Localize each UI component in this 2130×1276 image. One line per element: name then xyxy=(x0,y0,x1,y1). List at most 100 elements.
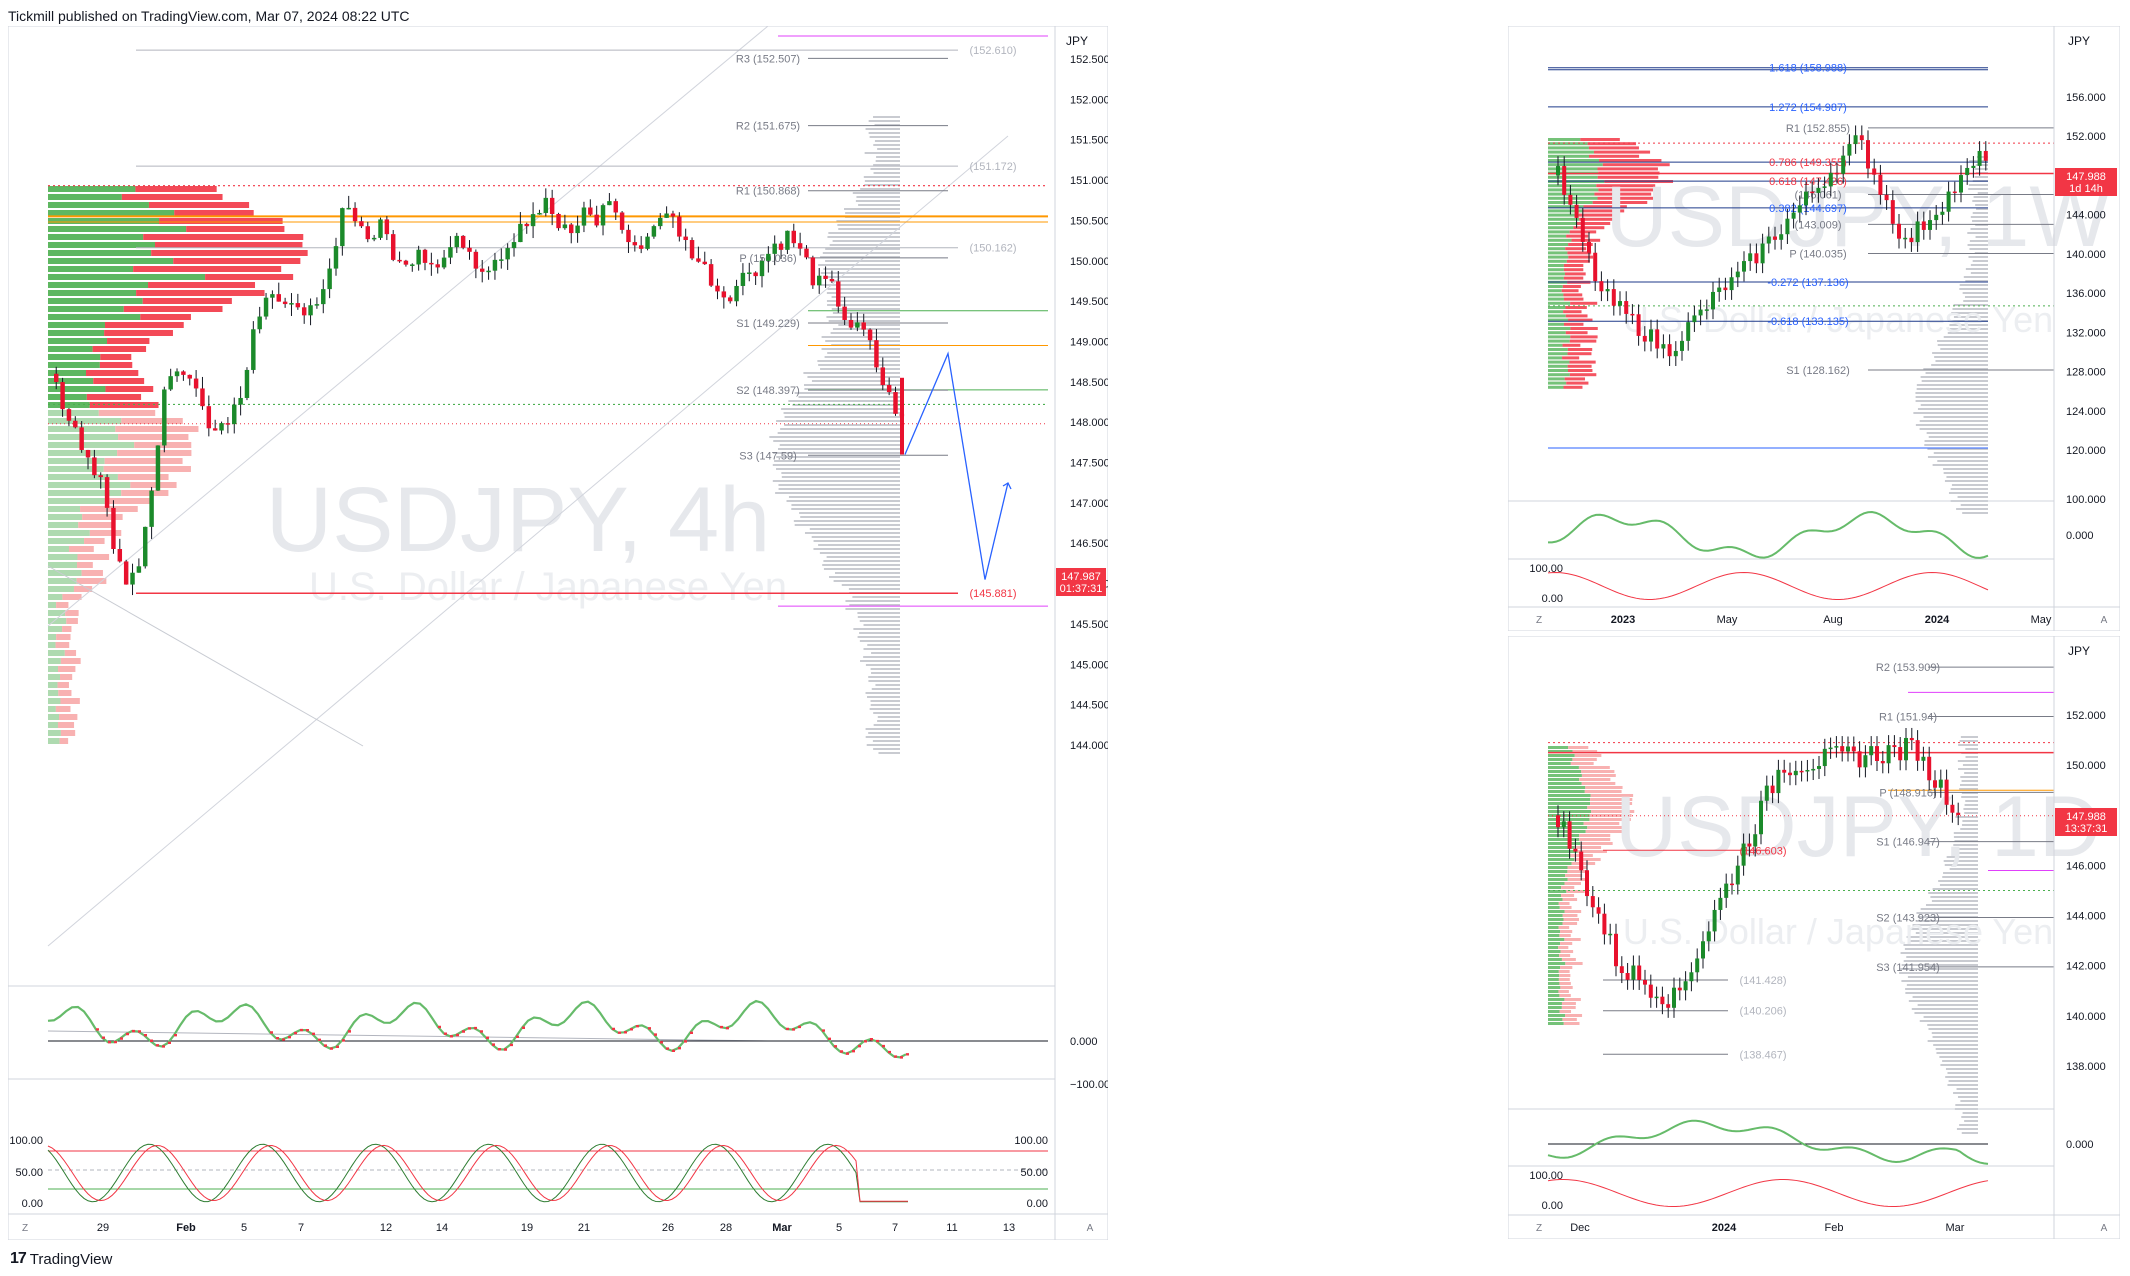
daily-right-profile-bar xyxy=(1953,836,1978,838)
volume-profile-right-bar xyxy=(830,332,900,334)
volume-profile-right-bar xyxy=(828,232,900,234)
volume-profile-right-bar xyxy=(772,464,900,466)
weekly-profile-up xyxy=(1548,318,1569,322)
volume-profile-right-bar xyxy=(803,372,900,374)
weekly-profile-up xyxy=(1548,285,1563,288)
daily-pivot-label: S1 (146.947) xyxy=(1876,837,1940,849)
main-price-tick: 149.000 xyxy=(1070,336,1108,348)
volume-profile-bar-down xyxy=(174,210,254,216)
weekly-zoom-reset[interactable]: Z xyxy=(1536,615,1542,626)
main-zoom-reset[interactable]: Z xyxy=(22,1223,28,1234)
daily-candle-down xyxy=(1556,815,1560,828)
daily-zoom-reset[interactable]: Z xyxy=(1536,1223,1542,1234)
daily-profile-down xyxy=(1572,758,1597,761)
weekly-profile-up xyxy=(1548,243,1569,246)
volume-profile-bar-down xyxy=(117,450,192,456)
weekly-auto-scale[interactable]: A xyxy=(2101,615,2108,626)
daily-profile-down xyxy=(1558,970,1570,973)
daily-auto-scale[interactable]: A xyxy=(2101,1223,2108,1234)
main-countdown: 01:37:31 xyxy=(1060,583,1103,595)
weekly-right-profile-bar xyxy=(1949,324,1988,326)
daily-price-tick: 138.000 xyxy=(2066,1061,2106,1073)
daily-candle-down xyxy=(1880,760,1885,764)
daily-right-profile-bar xyxy=(1962,820,1978,822)
daily-profile-down xyxy=(1559,906,1572,909)
volume-profile-bar-down xyxy=(142,298,232,304)
weekly-profile-down xyxy=(1566,259,1590,263)
weekly-profile-up xyxy=(1548,293,1564,297)
volume-profile-bar-up xyxy=(48,546,69,552)
weekly-candle-down xyxy=(1983,150,1988,161)
candle-up xyxy=(162,389,167,446)
weekly-fib-label: 1.272 (154.987) xyxy=(1769,102,1847,114)
volume-profile-bar-up xyxy=(48,322,105,328)
main-price-tick: 151.500 xyxy=(1070,135,1108,147)
daily-right-profile-bar xyxy=(1916,920,1978,922)
daily-profile-up xyxy=(1548,946,1559,949)
daily-candle-down xyxy=(1585,870,1589,897)
weekly-candle-down xyxy=(1642,335,1647,342)
main-chart-panel[interactable]: USDJPY, 4h U.S. Dollar / Japanese Yen (1… xyxy=(8,26,1108,1240)
daily-pivot-label: P (148.916) xyxy=(1879,787,1936,799)
volume-profile-right-bar xyxy=(800,516,900,518)
weekly-candle-up xyxy=(1680,340,1684,351)
trend-channel-line xyxy=(47,135,1009,947)
volume-profile-bar-down xyxy=(55,642,70,648)
weekly-profile-up xyxy=(1548,196,1598,200)
daily-profile-up xyxy=(1548,874,1566,877)
candle-up xyxy=(766,253,771,261)
daily-chart-panel[interactable]: USDJPY, 1D U.S. Dollar / Japanese Yen R2… xyxy=(1508,636,2120,1239)
weekly-profile-down xyxy=(1602,163,1670,167)
candle-down xyxy=(92,457,97,476)
candle-up xyxy=(257,316,262,330)
weekly-profile-down xyxy=(1563,276,1584,280)
weekly-profile-up xyxy=(1548,234,1567,238)
volume-profile-right-bar xyxy=(791,504,900,506)
daily-candle-up xyxy=(1695,958,1700,973)
candle-down xyxy=(778,243,784,250)
daily-right-profile-bar xyxy=(1960,1100,1978,1102)
daily-profile-up xyxy=(1548,770,1582,773)
daily-price-tick: 140.000 xyxy=(2066,1011,2106,1023)
weekly-candle-down xyxy=(1599,281,1604,292)
main-watermark-title: USDJPY, 4h xyxy=(266,469,771,571)
volume-profile-bar-down xyxy=(68,546,94,552)
candle-down xyxy=(212,428,218,431)
daily-profile-down xyxy=(1562,1018,1577,1021)
main-auto-scale[interactable]: A xyxy=(1087,1223,1094,1234)
tradingview-logo[interactable]: 17 TradingView xyxy=(10,1250,112,1268)
volume-profile-bar-down xyxy=(92,346,147,352)
weekly-chart-panel[interactable]: USDJPY, 1W U.S. Dollar / Japanese Yen 1.… xyxy=(1508,26,2120,631)
daily-profile-up xyxy=(1548,1006,1562,1009)
weekly-candle-down xyxy=(1580,217,1585,242)
daily-candle-up xyxy=(1846,746,1850,752)
daily-right-profile-bar xyxy=(1899,972,1978,974)
volume-profile-right-bar xyxy=(870,668,900,670)
daily-profile-up xyxy=(1548,902,1559,905)
candle-up xyxy=(371,237,377,240)
daily-right-profile-bar xyxy=(1961,1116,1978,1118)
weekly-candle-down xyxy=(1859,135,1864,141)
daily-profile-up xyxy=(1548,918,1564,921)
daily-candle-down xyxy=(1730,883,1734,886)
volume-profile-right-bar xyxy=(826,316,900,318)
volume-profile-right-bar xyxy=(798,396,900,398)
weekly-fib-label: 0.382 (144.697) xyxy=(1769,203,1847,215)
daily-right-profile-bar xyxy=(1908,1000,1978,1002)
weekly-candle-down xyxy=(1810,191,1815,194)
daily-candle-down xyxy=(1857,751,1862,768)
volume-profile-right-bar xyxy=(788,496,900,498)
weekly-candle-down xyxy=(1568,194,1573,205)
volume-profile-right-bar xyxy=(820,256,900,258)
volume-profile-bar-down xyxy=(133,266,282,272)
candle-down xyxy=(422,249,428,263)
volume-profile-bar-down xyxy=(136,290,265,296)
main-time-tick: 21 xyxy=(578,1222,590,1234)
volume-profile-right-bar xyxy=(844,208,900,210)
osc2-tick: 50.00 xyxy=(1020,1167,1048,1179)
weekly-osc1-tick: 100.000 xyxy=(2066,494,2106,506)
volume-profile-bar-up xyxy=(48,346,93,352)
weekly-candle-down xyxy=(1630,313,1635,316)
weekly-candle-up xyxy=(1649,329,1653,342)
daily-profile-down xyxy=(1567,870,1587,873)
